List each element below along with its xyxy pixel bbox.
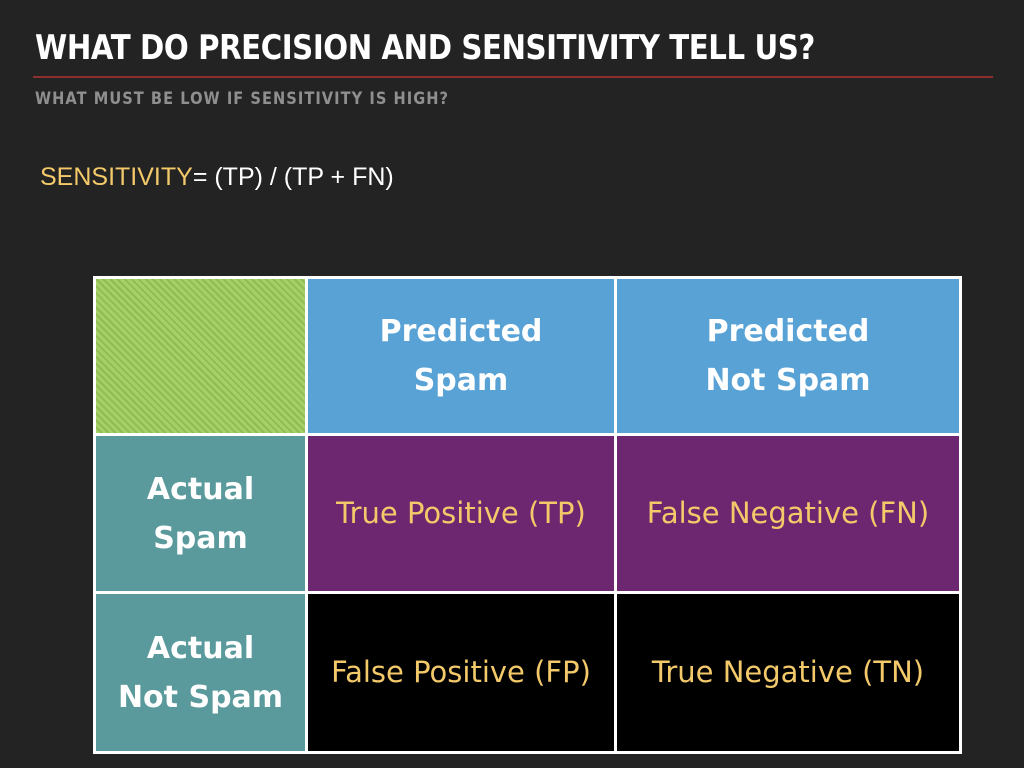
formula-expression: = (TP) / (TP + FN) bbox=[192, 163, 394, 191]
cell-true-positive: True Positive (TP) bbox=[308, 436, 614, 591]
row-header-line: Actual bbox=[146, 471, 255, 507]
row-header-line: Not Spam bbox=[117, 679, 284, 715]
row-header-line: Spam bbox=[153, 520, 248, 556]
row-header-line: Actual bbox=[146, 630, 255, 666]
cell-false-negative: False Negative (FN) bbox=[617, 436, 959, 591]
confusion-matrix: Predicted Spam Predicted Not Spam Actual… bbox=[93, 276, 962, 754]
column-header-line: Predicted bbox=[379, 314, 543, 349]
slide-title: WHAT DO PRECISION AND SENSITIVITY TELL U… bbox=[35, 28, 815, 68]
column-header-predicted-not-spam: Predicted Not Spam bbox=[617, 279, 959, 433]
row-header-actual-not-spam: Actual Not Spam bbox=[96, 594, 305, 751]
title-divider bbox=[33, 76, 993, 78]
sensitivity-formula: SENSITIVITY= (TP) / (TP + FN) bbox=[40, 163, 394, 192]
cell-false-positive: False Positive (FP) bbox=[308, 594, 614, 751]
matrix-corner-cell bbox=[96, 279, 305, 433]
column-header-line: Not Spam bbox=[705, 363, 871, 398]
slide-subtitle: WHAT MUST BE LOW IF SENSITIVITY IS HIGH? bbox=[35, 89, 450, 109]
column-header-line: Spam bbox=[413, 363, 509, 398]
cell-true-negative: True Negative (TN) bbox=[617, 594, 959, 751]
formula-term: SENSITIVITY bbox=[40, 163, 193, 191]
row-header-actual-spam: Actual Spam bbox=[96, 436, 305, 591]
column-header-line: Predicted bbox=[706, 314, 870, 349]
column-header-predicted-spam: Predicted Spam bbox=[308, 279, 614, 433]
